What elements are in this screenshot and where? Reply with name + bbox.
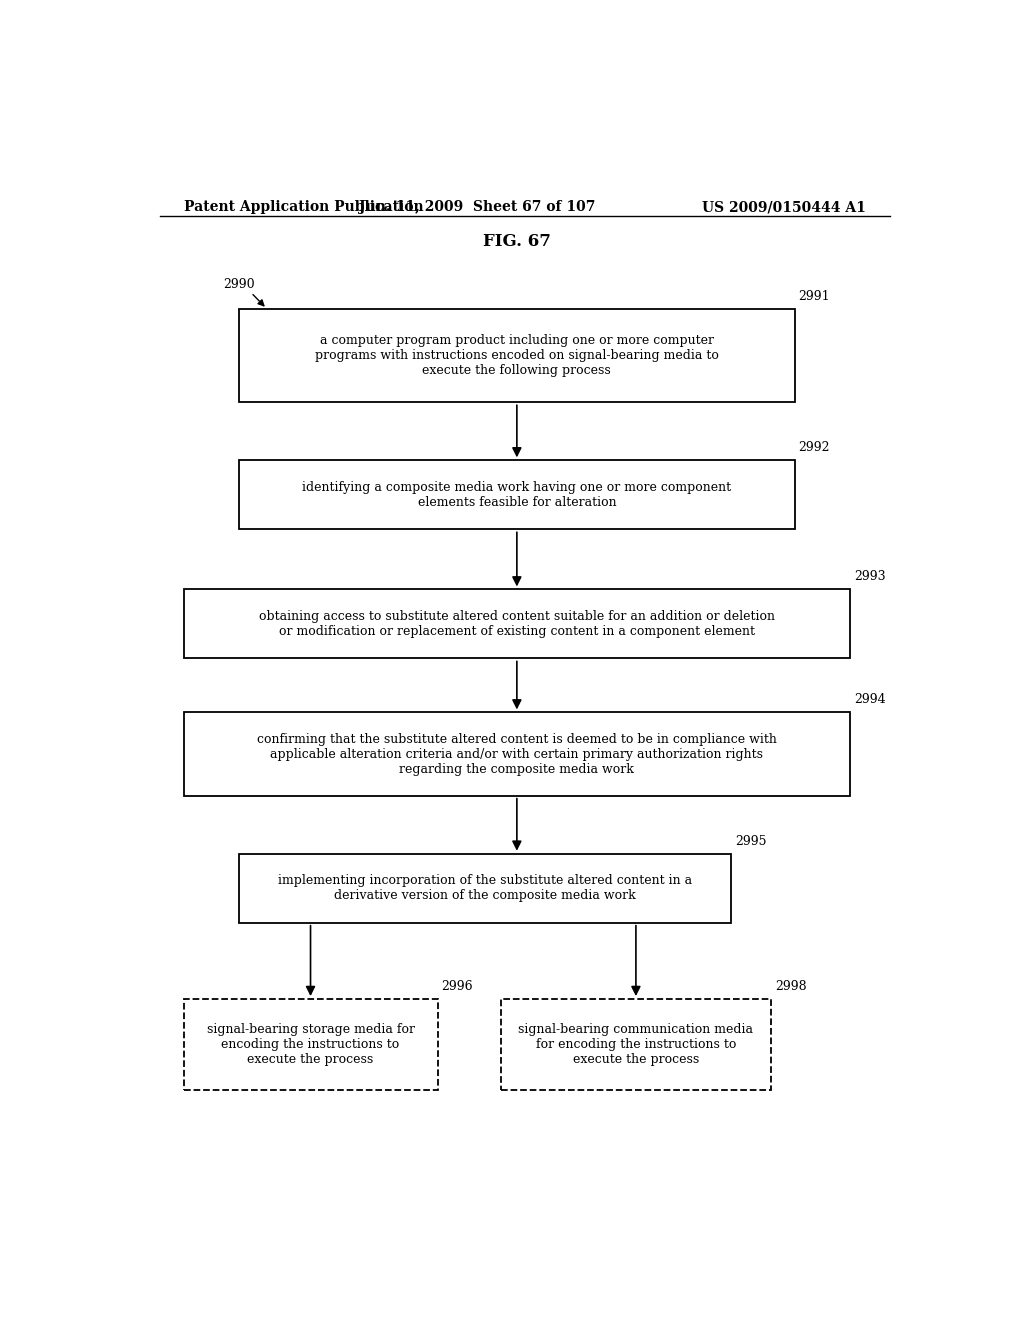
- Text: 2995: 2995: [735, 834, 767, 847]
- Text: 2990: 2990: [223, 279, 255, 290]
- Text: 2993: 2993: [854, 570, 886, 583]
- Text: identifying a composite media work having one or more component
elements feasibl: identifying a composite media work havin…: [302, 480, 731, 508]
- Text: 2998: 2998: [775, 979, 807, 993]
- FancyBboxPatch shape: [240, 461, 795, 529]
- Text: signal-bearing communication media
for encoding the instructions to
execute the : signal-bearing communication media for e…: [518, 1023, 754, 1067]
- Text: signal-bearing storage media for
encoding the instructions to
execute the proces: signal-bearing storage media for encodin…: [207, 1023, 415, 1067]
- Text: FIG. 67: FIG. 67: [483, 234, 551, 251]
- Text: obtaining access to substitute altered content suitable for an addition or delet: obtaining access to substitute altered c…: [259, 610, 775, 638]
- Text: 2991: 2991: [799, 289, 830, 302]
- Text: Jun. 11, 2009  Sheet 67 of 107: Jun. 11, 2009 Sheet 67 of 107: [359, 201, 595, 214]
- FancyBboxPatch shape: [183, 713, 850, 796]
- FancyBboxPatch shape: [183, 999, 437, 1090]
- Text: Patent Application Publication: Patent Application Publication: [183, 201, 423, 214]
- Text: 2994: 2994: [854, 693, 886, 706]
- Text: confirming that the substitute altered content is deemed to be in compliance wit: confirming that the substitute altered c…: [257, 733, 777, 776]
- Text: implementing incorporation of the substitute altered content in a
derivative ver: implementing incorporation of the substi…: [279, 874, 692, 902]
- Text: 2996: 2996: [441, 979, 473, 993]
- Text: US 2009/0150444 A1: US 2009/0150444 A1: [702, 201, 866, 214]
- FancyBboxPatch shape: [183, 589, 850, 659]
- Text: a computer program product including one or more computer
programs with instruct: a computer program product including one…: [315, 334, 719, 378]
- FancyBboxPatch shape: [501, 999, 771, 1090]
- FancyBboxPatch shape: [240, 309, 795, 403]
- Text: 2992: 2992: [799, 441, 830, 454]
- FancyBboxPatch shape: [240, 854, 731, 923]
